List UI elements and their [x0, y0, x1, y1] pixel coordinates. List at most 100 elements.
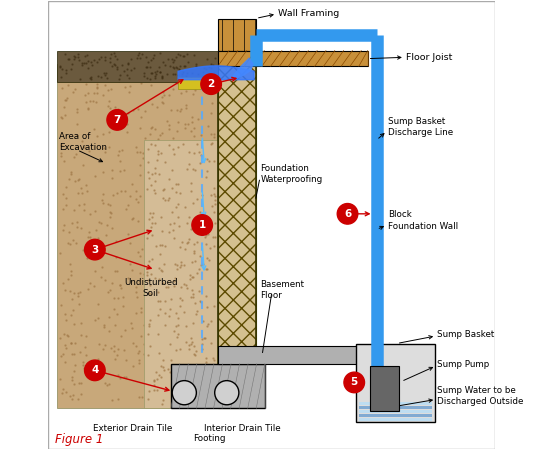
Point — [127, 55, 135, 63]
Point — [172, 63, 181, 70]
Point — [158, 267, 167, 274]
Bar — [359, 402, 432, 405]
Point — [136, 80, 145, 87]
Point — [156, 250, 164, 257]
Point — [188, 288, 197, 296]
Point — [200, 64, 209, 72]
Point — [145, 387, 153, 395]
Point — [104, 288, 112, 295]
Point — [70, 320, 79, 327]
Point — [173, 251, 181, 258]
Point — [197, 261, 205, 268]
Point — [175, 377, 184, 384]
Point — [123, 121, 132, 128]
Point — [158, 59, 167, 66]
Point — [82, 52, 91, 59]
Point — [156, 362, 165, 369]
Point — [131, 289, 140, 296]
Point — [136, 333, 145, 340]
Point — [207, 376, 216, 383]
Point — [154, 368, 163, 375]
Point — [180, 159, 188, 166]
Point — [187, 69, 196, 76]
Point — [132, 293, 141, 300]
Point — [106, 344, 115, 351]
Point — [166, 107, 175, 114]
Point — [58, 279, 67, 287]
Point — [108, 225, 116, 232]
Point — [170, 70, 179, 77]
Point — [209, 134, 218, 141]
Point — [197, 340, 206, 347]
Point — [133, 249, 142, 256]
Point — [115, 148, 124, 155]
Point — [173, 391, 181, 398]
Polygon shape — [232, 57, 253, 80]
Point — [191, 365, 199, 372]
Point — [184, 392, 193, 399]
Point — [211, 201, 219, 208]
Point — [140, 69, 149, 76]
Point — [55, 62, 64, 69]
Point — [181, 234, 189, 241]
Point — [120, 187, 129, 194]
Point — [177, 69, 186, 76]
Point — [155, 264, 163, 271]
Point — [106, 86, 115, 93]
Point — [161, 62, 169, 69]
Point — [143, 320, 151, 327]
Point — [122, 117, 130, 124]
Point — [165, 122, 174, 129]
Point — [70, 53, 79, 60]
Point — [157, 74, 166, 81]
Point — [156, 205, 164, 212]
Point — [146, 281, 155, 288]
Point — [70, 207, 79, 214]
Point — [97, 274, 106, 281]
Point — [72, 63, 81, 71]
Point — [145, 175, 153, 182]
Point — [173, 394, 181, 401]
Point — [210, 131, 218, 138]
Point — [75, 201, 84, 208]
Point — [100, 54, 109, 61]
Point — [157, 74, 166, 81]
Point — [164, 56, 173, 63]
Point — [158, 99, 167, 106]
Point — [73, 224, 81, 231]
Point — [75, 76, 84, 83]
Point — [203, 56, 211, 63]
Point — [149, 209, 157, 216]
Point — [202, 346, 211, 353]
Point — [165, 263, 174, 270]
Point — [158, 187, 167, 194]
Point — [195, 148, 204, 156]
Point — [147, 291, 156, 298]
Point — [209, 243, 218, 250]
Point — [196, 208, 205, 215]
Point — [171, 212, 180, 220]
Point — [88, 375, 97, 382]
Point — [187, 127, 195, 135]
Point — [191, 257, 200, 265]
Point — [151, 72, 159, 80]
Point — [78, 59, 86, 66]
Point — [156, 241, 164, 248]
Point — [76, 184, 85, 192]
Point — [99, 346, 108, 353]
Point — [78, 137, 86, 144]
Point — [149, 231, 158, 239]
Bar — [359, 418, 432, 421]
Point — [199, 392, 207, 400]
Point — [126, 82, 135, 89]
Point — [145, 323, 153, 330]
Point — [206, 64, 215, 71]
Point — [209, 234, 218, 241]
Point — [105, 202, 114, 209]
Point — [195, 196, 204, 203]
Point — [64, 81, 73, 89]
Point — [70, 361, 79, 369]
Point — [114, 396, 122, 403]
Point — [75, 379, 84, 387]
Point — [84, 57, 93, 64]
